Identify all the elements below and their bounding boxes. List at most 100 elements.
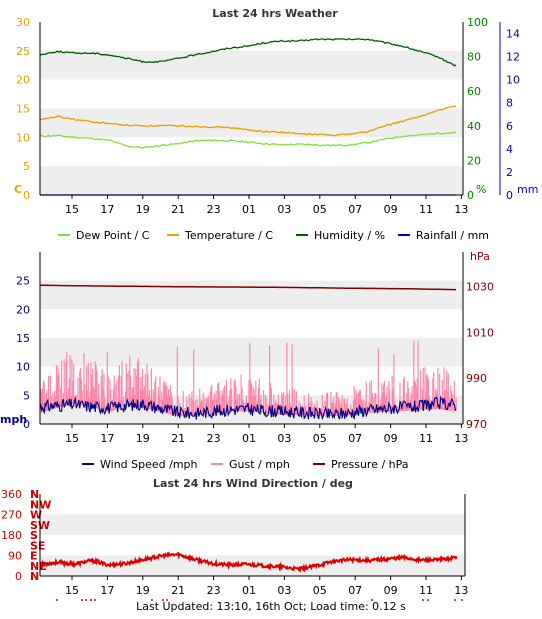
series-humidity-line: [39, 37, 457, 67]
weather-chart: Last 24 hrs Weather 15 17 19 21 23 01 03 05 07 09…: [14, 7, 538, 242]
wind-tick-label: 0: [23, 418, 30, 431]
x-tick-label: 01: [242, 203, 256, 216]
humidity-tick-label: 20: [467, 154, 481, 167]
x-tick-label: 17: [100, 203, 114, 216]
rain-tick-label: 10: [506, 74, 520, 87]
pressure-unit-label: hPa: [470, 250, 490, 263]
direction-point: [90, 599, 92, 601]
x-tick-label: 21: [171, 432, 185, 445]
wind-tick-label: 10: [16, 361, 30, 374]
series-wind-speed-line: [39, 395, 457, 421]
wind-tick-label: 15: [16, 332, 30, 345]
x-tick-label: 03: [277, 432, 291, 445]
direction-point: [151, 599, 153, 601]
weather-band: [40, 79, 463, 109]
rain-unit-label: mm: [517, 183, 538, 196]
x-tick-label: 05: [313, 432, 327, 445]
direction-point: [422, 599, 424, 601]
rain-tick-label: 0: [506, 189, 513, 202]
direction-point: [94, 599, 96, 601]
x-tick-label: 07: [348, 584, 362, 597]
x-tick-label: 03: [277, 584, 291, 597]
x-tick-label: 15: [65, 203, 79, 216]
direction-point: [162, 599, 164, 601]
direction-point: [85, 599, 87, 601]
direction-point: [371, 599, 373, 601]
weather-band: [40, 166, 463, 195]
humidity-tick-label: 0: [467, 189, 474, 202]
rain-tick-label: 12: [506, 51, 520, 64]
x-tick-label: 17: [100, 584, 114, 597]
compass-label: SE: [30, 539, 45, 552]
x-tick-label: 09: [384, 432, 398, 445]
x-tick-label: 19: [136, 584, 150, 597]
temp-tick-label: 20: [16, 74, 30, 87]
series-temperature-line: [39, 105, 457, 137]
x-tick-label: 13: [454, 584, 468, 597]
x-tick-label: 17: [100, 432, 114, 445]
pressure-tick-label: 970: [466, 418, 487, 431]
x-tick-label: 05: [313, 203, 327, 216]
direction-tick-label: 180: [1, 529, 22, 542]
wind-band: [40, 252, 463, 281]
x-tick-label: 23: [207, 432, 221, 445]
x-tick-label: 13: [454, 432, 468, 445]
legend-label: Humidity / %: [314, 229, 385, 242]
direction-point: [56, 599, 58, 601]
direction-point: [166, 599, 168, 601]
wind-direction-chart: Last 24 hrs Wind Direction / deg 15 17 19 2…: [1, 477, 468, 601]
rain-tick-label: 8: [506, 97, 513, 110]
direction-point: [461, 599, 463, 601]
x-tick-label: 09: [384, 584, 398, 597]
wind-unit-label: mph: [0, 413, 27, 426]
humidity-tick-label: 60: [467, 85, 481, 98]
x-tick-label: 23: [207, 584, 221, 597]
pressure-tick-label: 1010: [466, 326, 494, 339]
wind-pressure-chart: 15 17 19 21 23 01 03 05 07 09 11 13 051015202597099…: [0, 250, 494, 471]
temp-tick-label: 0: [23, 189, 30, 202]
footer-status: Last Updated: 13:10, 16th Oct; Load time…: [136, 600, 406, 613]
wind-band: [40, 309, 463, 338]
x-tick-label: 21: [171, 203, 185, 216]
x-tick-label: 19: [136, 203, 150, 216]
direction-tick-label: 90: [8, 550, 22, 563]
x-tick-label: 11: [419, 432, 433, 445]
x-tick-label: 11: [419, 584, 433, 597]
x-tick-label: 15: [65, 584, 79, 597]
compass-label: S: [30, 529, 38, 542]
x-tick-label: 05: [313, 584, 327, 597]
pressure-tick-label: 1030: [466, 280, 494, 293]
temp-tick-label: 30: [16, 16, 30, 29]
x-tick-label: 03: [277, 203, 291, 216]
compass-label: W: [30, 509, 42, 522]
wind-band: [40, 280, 463, 310]
humidity-unit-label: %: [476, 183, 486, 196]
direction-band: [40, 514, 465, 535]
temp-unit-label: C: [14, 183, 22, 196]
x-tick-label: 15: [65, 432, 79, 445]
series-dew-line: [39, 131, 457, 149]
x-tick-label: 07: [348, 432, 362, 445]
x-tick-label: 07: [348, 203, 362, 216]
temp-tick-label: 15: [16, 103, 30, 116]
direction-point: [427, 599, 429, 601]
legend-label: Temperature / C: [184, 229, 273, 242]
legend-label: Pressure / hPa: [331, 458, 409, 471]
legend-label: Dew Point / C: [76, 229, 150, 242]
legend-label: Gust / mph: [229, 458, 290, 471]
weather-chart-title: Last 24 hrs Weather: [212, 7, 338, 20]
rain-tick-label: 14: [506, 28, 520, 41]
direction-point: [454, 599, 456, 601]
x-tick-label: 11: [419, 203, 433, 216]
direction-tick-label: 270: [1, 509, 22, 522]
humidity-tick-label: 40: [467, 120, 481, 133]
direction-tick-label: 360: [1, 488, 22, 501]
direction-tick-label: 0: [15, 570, 22, 583]
wind-tick-label: 20: [16, 303, 30, 316]
humidity-tick-label: 100: [467, 16, 488, 29]
humidity-tick-label: 80: [467, 51, 481, 64]
compass-label: N: [30, 488, 39, 501]
direction-band: [40, 535, 465, 556]
pressure-tick-label: 990: [466, 372, 487, 385]
